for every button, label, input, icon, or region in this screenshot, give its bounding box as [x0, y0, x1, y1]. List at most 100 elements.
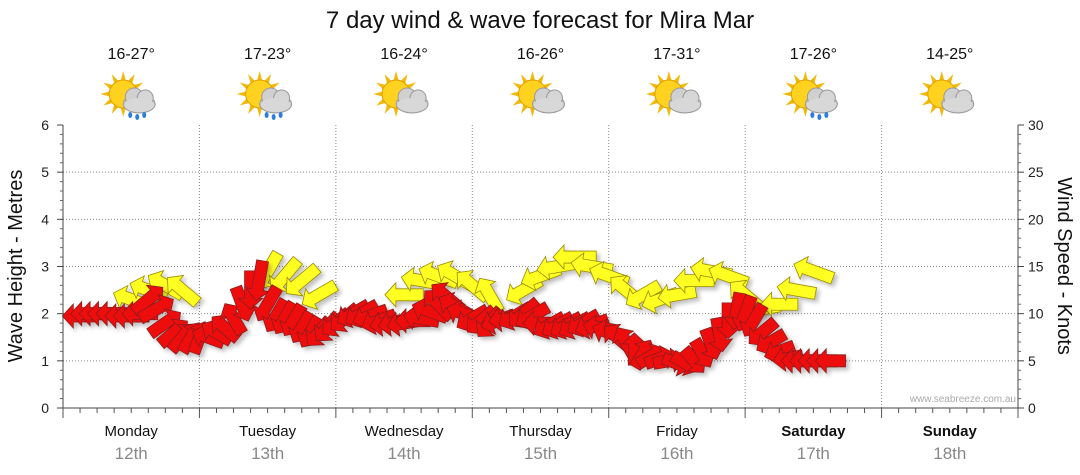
sun-cloud-icon — [645, 71, 702, 117]
sun-ray-icon — [802, 107, 808, 117]
cloud-icon — [124, 98, 155, 112]
y2-tick-label: 30 — [1028, 117, 1044, 133]
sun-ray-icon — [939, 71, 945, 81]
raindrop-icon — [135, 114, 140, 120]
raindrop-icon — [142, 112, 147, 118]
wind-arrow — [244, 259, 271, 301]
gust-arrow — [167, 274, 202, 308]
y2-tick-label: 5 — [1028, 353, 1036, 369]
sun-ray-icon — [120, 71, 126, 81]
y-axis-label: Wave Height - Metres — [5, 170, 27, 363]
y-tick-label: 6 — [41, 117, 49, 133]
gust-arrow — [301, 279, 339, 310]
gust-arrow — [776, 275, 818, 302]
sun-ray-icon — [802, 71, 808, 81]
sun-ray-icon — [529, 71, 536, 81]
sun-ray-icon — [782, 91, 792, 97]
day-date: 12th — [115, 444, 148, 463]
gust-arrow — [268, 255, 303, 292]
raindrop-icon — [271, 114, 276, 120]
gust-arrow — [384, 281, 424, 308]
gust-arrow — [760, 291, 799, 318]
sun-ray-icon — [100, 91, 110, 97]
sun-ray-icon — [666, 71, 672, 81]
gust-arrow — [793, 255, 836, 285]
temperature-range: 17-26° — [790, 46, 837, 63]
day-name: Friday — [656, 423, 698, 440]
gust-arrow — [285, 262, 322, 297]
sun-ray-icon — [236, 91, 246, 97]
sun-cloud-icon — [373, 71, 429, 117]
raindrop-icon — [128, 112, 133, 118]
cloud-icon — [806, 98, 837, 112]
sun-cloud-rain-icon — [782, 71, 838, 120]
day-date: 13th — [251, 444, 284, 463]
day-name: Sunday — [923, 423, 978, 440]
raindrop-icon — [817, 114, 822, 120]
sun-ray-icon — [120, 107, 126, 117]
y2-tick-label: 25 — [1028, 164, 1044, 180]
y2-tick-label: 0 — [1028, 400, 1036, 416]
wind-series — [61, 259, 846, 377]
y-tick-label: 5 — [41, 164, 49, 180]
temperature-range: 17-23° — [244, 46, 291, 63]
cloud-icon — [942, 98, 973, 112]
sun-ray-icon — [666, 107, 672, 117]
day-date: 17th — [797, 444, 830, 463]
cloud-icon — [533, 98, 564, 112]
sun-cloud-icon — [918, 71, 975, 117]
sun-ray-icon — [918, 91, 929, 97]
day-date: 18th — [933, 444, 966, 463]
sun-cloud-rain-icon — [236, 71, 293, 120]
sun-ray-icon — [393, 71, 399, 81]
y-tick-label: 0 — [41, 400, 49, 416]
cloud-icon — [669, 98, 700, 112]
day-date: 15th — [524, 444, 557, 463]
wind-arrow — [707, 316, 734, 353]
y-tick-label: 4 — [41, 211, 49, 227]
gust-arrow — [474, 277, 505, 315]
sun-ray-icon — [393, 107, 399, 117]
y-tick-label: 3 — [41, 259, 49, 275]
temperature-range: 14-25° — [926, 46, 973, 63]
cloud-icon — [260, 98, 291, 112]
chart-title: 7 day wind & wave forecast for Mira Mar — [326, 7, 754, 34]
gust-arrow — [625, 279, 663, 310]
wind-arrow — [136, 293, 174, 325]
sun-ray-icon — [509, 91, 519, 97]
raindrop-icon — [278, 112, 283, 118]
day-date: 16th — [660, 444, 693, 463]
temperature-range: 16-26° — [517, 46, 564, 63]
cloud-icon — [397, 98, 428, 112]
sun-ray-icon — [257, 71, 263, 81]
sun-ray-icon — [373, 91, 383, 97]
axes: 0 1 2 3 4 5 6 0 5 10 15 20 25 30 Monday 12th Tuesday 13th… — [41, 117, 1044, 463]
day-name: Wednesday — [365, 423, 444, 440]
sun-ray-icon — [529, 107, 536, 117]
sun-ray-icon — [645, 91, 656, 97]
y2-axis-label: Wind Speed - Knots — [1053, 177, 1075, 355]
day-name: Thursday — [509, 423, 572, 440]
y2-tick-label: 20 — [1028, 211, 1044, 227]
wind-arrow — [814, 347, 846, 374]
temperature-range: 16-27° — [108, 46, 155, 63]
sun-ray-icon — [257, 107, 263, 117]
day-name: Tuesday — [239, 423, 296, 440]
weather-row: 16-27° 17-23° 16-24° 16-26° 17-31° 17-26° 14-2… — [100, 46, 975, 120]
y-tick-label: 2 — [41, 306, 49, 322]
raindrop-icon — [264, 112, 269, 118]
watermark: www.seabreeze.com.au — [909, 394, 1016, 405]
day-name: Monday — [105, 423, 159, 440]
wind-arrow — [219, 303, 248, 337]
y2-tick-label: 15 — [1028, 259, 1044, 275]
y-tick-label: 1 — [41, 353, 49, 369]
plot-area — [61, 244, 846, 377]
raindrop-icon — [824, 112, 829, 118]
sun-ray-icon — [939, 107, 945, 117]
day-name: Saturday — [781, 423, 846, 440]
y2-tick-label: 10 — [1028, 306, 1044, 322]
temperature-range: 16-24° — [380, 46, 427, 63]
sun-cloud-rain-icon — [100, 71, 156, 120]
sun-cloud-icon — [509, 71, 565, 117]
